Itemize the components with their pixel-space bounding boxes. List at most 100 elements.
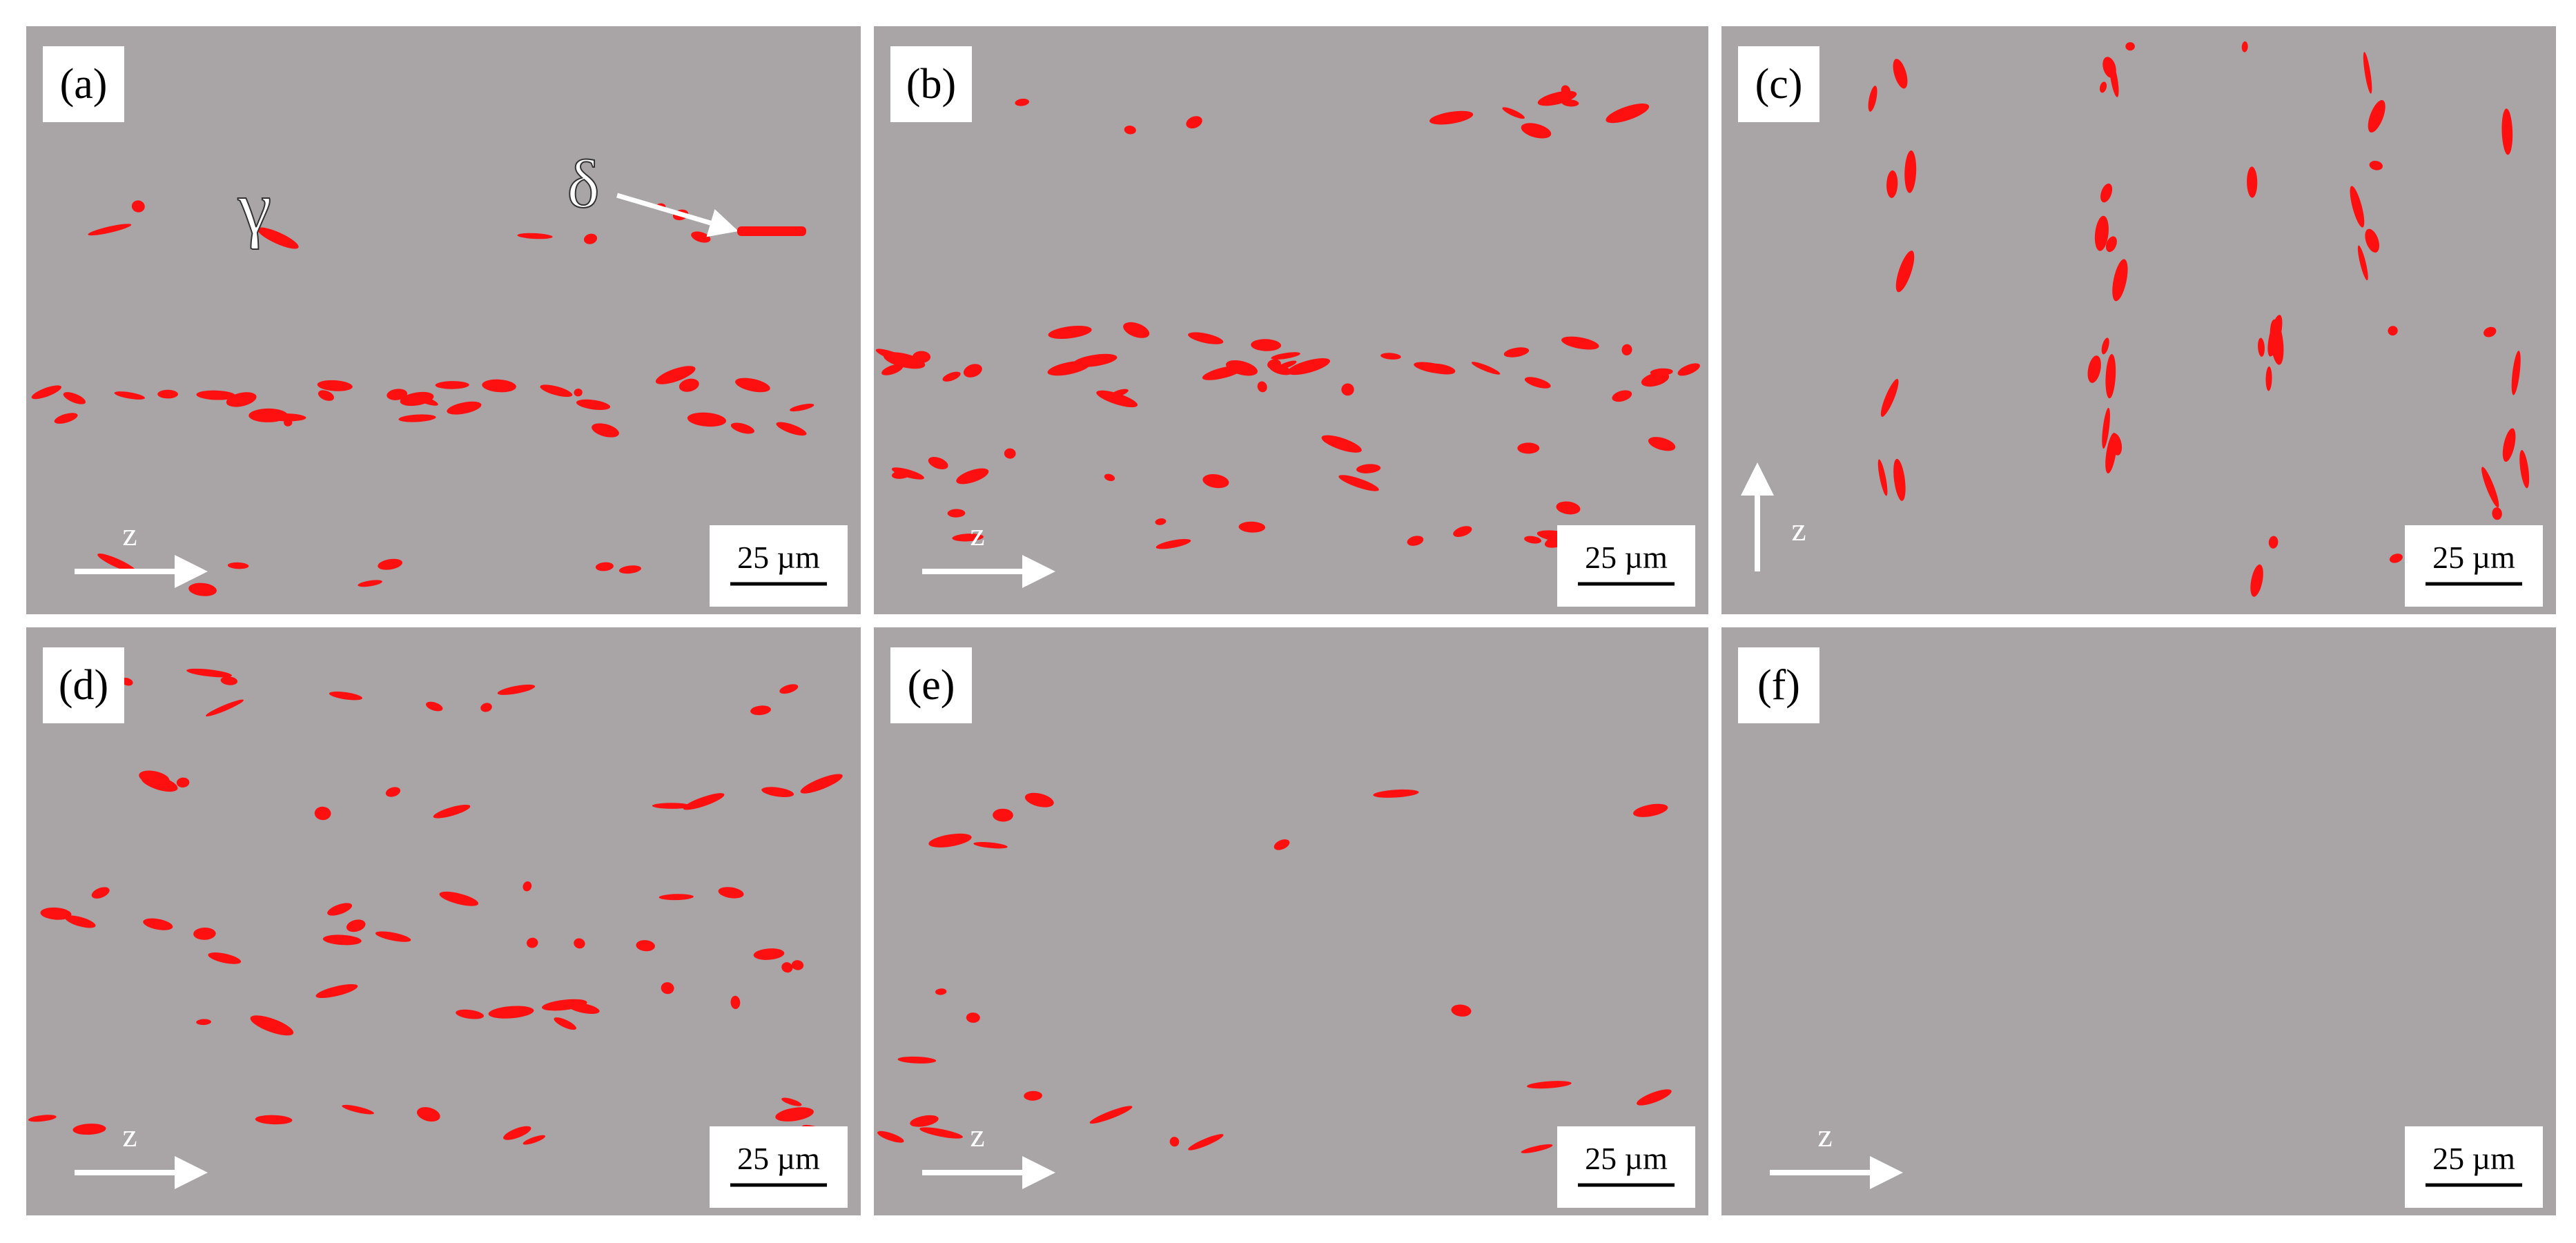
delta-particle	[1257, 381, 1267, 393]
delta-particle	[2388, 326, 2398, 336]
pointer-arrow	[616, 193, 739, 237]
delta-particle	[1015, 98, 1030, 106]
delta-particle	[1880, 379, 1899, 417]
scale-box	[1557, 1126, 1695, 1208]
delta-particle	[433, 804, 471, 819]
delta-particle	[542, 999, 587, 1011]
delta-particle	[928, 833, 972, 848]
delta-particle	[1637, 1089, 1672, 1106]
delta-particle	[314, 806, 331, 821]
panel-label: (c)	[1755, 61, 1803, 108]
delta-particle	[679, 378, 699, 392]
delta-particle	[1096, 390, 1138, 408]
panel-label: (d)	[59, 662, 108, 709]
delta-particle	[1895, 251, 1915, 293]
delta-particle	[72, 1124, 106, 1135]
delta-particle	[1155, 518, 1167, 525]
delta-particle	[1561, 85, 1571, 96]
delta-particle	[687, 412, 727, 427]
delta-particle	[1188, 332, 1224, 344]
delta-particle	[322, 934, 362, 946]
micrograph	[26, 26, 861, 614]
delta-particle	[318, 390, 334, 401]
scale-text: 25 µm	[737, 540, 820, 575]
delta-particle	[730, 422, 755, 434]
delta-particle	[131, 200, 145, 213]
delta-particle	[730, 995, 741, 1009]
delta-particle	[2511, 351, 2521, 395]
delta-particle	[554, 1017, 577, 1030]
delta-particle	[574, 938, 585, 949]
delta-particle	[342, 1104, 374, 1115]
delta-particle	[196, 390, 236, 400]
delta-particle	[31, 385, 61, 400]
scale-text: 25 µm	[2432, 1141, 2515, 1176]
delta-particle	[1380, 353, 1401, 360]
delta-particle	[2481, 467, 2499, 508]
delta-particle	[1429, 110, 1474, 125]
scale-text: 25 µm	[737, 1141, 820, 1176]
label-box	[890, 46, 972, 122]
delta-particle	[387, 389, 408, 400]
delta-particle	[636, 940, 655, 952]
delta-particle	[1471, 362, 1501, 375]
delta-particle	[973, 841, 1008, 849]
delta-particle	[1024, 1090, 1042, 1101]
delta-particle	[1503, 347, 1530, 358]
delta-particle	[1048, 325, 1092, 340]
label-box	[43, 647, 124, 723]
delta-particle	[176, 777, 190, 788]
scale-text: 25 µm	[1585, 540, 1668, 575]
delta-particle	[1089, 1106, 1133, 1124]
panel-label: (f)	[1757, 662, 1800, 709]
delta-particle	[28, 1115, 57, 1122]
delta-particle	[255, 1115, 293, 1125]
delta-particle	[718, 887, 744, 899]
delta-particle	[1502, 107, 1525, 119]
delta-particle	[1274, 839, 1290, 850]
delta-particle	[1238, 521, 1266, 533]
scale-text: 25 µm	[1585, 1141, 1668, 1176]
delta-particle	[2105, 353, 2116, 399]
delta-particle	[947, 509, 966, 518]
delta-particle	[1124, 126, 1136, 135]
panel: (d) 25 µm z	[26, 627, 861, 1215]
delta-particle	[897, 1056, 937, 1064]
delta-particle	[1521, 123, 1552, 139]
direction-label: z	[1791, 511, 1806, 548]
delta-particle	[2125, 42, 2135, 51]
delta-particle	[966, 1012, 980, 1023]
delta-particle	[2265, 366, 2272, 391]
scale-box	[710, 525, 848, 607]
delta-particle	[1893, 458, 1906, 501]
delta-particle	[193, 927, 216, 940]
delta-particle	[2109, 61, 2119, 97]
delta-particle	[250, 1015, 294, 1036]
delta-particle	[227, 562, 249, 569]
delta-particle	[761, 787, 794, 797]
delta-particle	[1886, 170, 1898, 198]
delta-particle	[781, 962, 793, 973]
delta-particle	[327, 903, 353, 916]
delta-particle	[2268, 536, 2279, 549]
delta-particle	[595, 562, 614, 571]
delta-particle	[592, 423, 619, 438]
delta-particle	[790, 403, 814, 412]
delta-particle	[385, 787, 401, 797]
delta-particle	[2365, 228, 2380, 253]
delta-particle	[750, 705, 771, 716]
delta-particle	[2241, 41, 2248, 52]
delta-particle	[91, 887, 110, 899]
delta-particle	[1527, 1081, 1572, 1089]
gamma-label: γ	[237, 166, 272, 250]
delta-particle	[425, 701, 443, 712]
delta-particle	[2389, 554, 2403, 563]
delta-particle	[2101, 337, 2109, 355]
delta-particle	[775, 1107, 814, 1122]
delta-particle	[2094, 215, 2109, 251]
delta-particle	[220, 676, 238, 685]
delta-particle	[488, 1006, 534, 1019]
delta-particle	[517, 233, 553, 239]
delta-particle	[1024, 792, 1054, 808]
